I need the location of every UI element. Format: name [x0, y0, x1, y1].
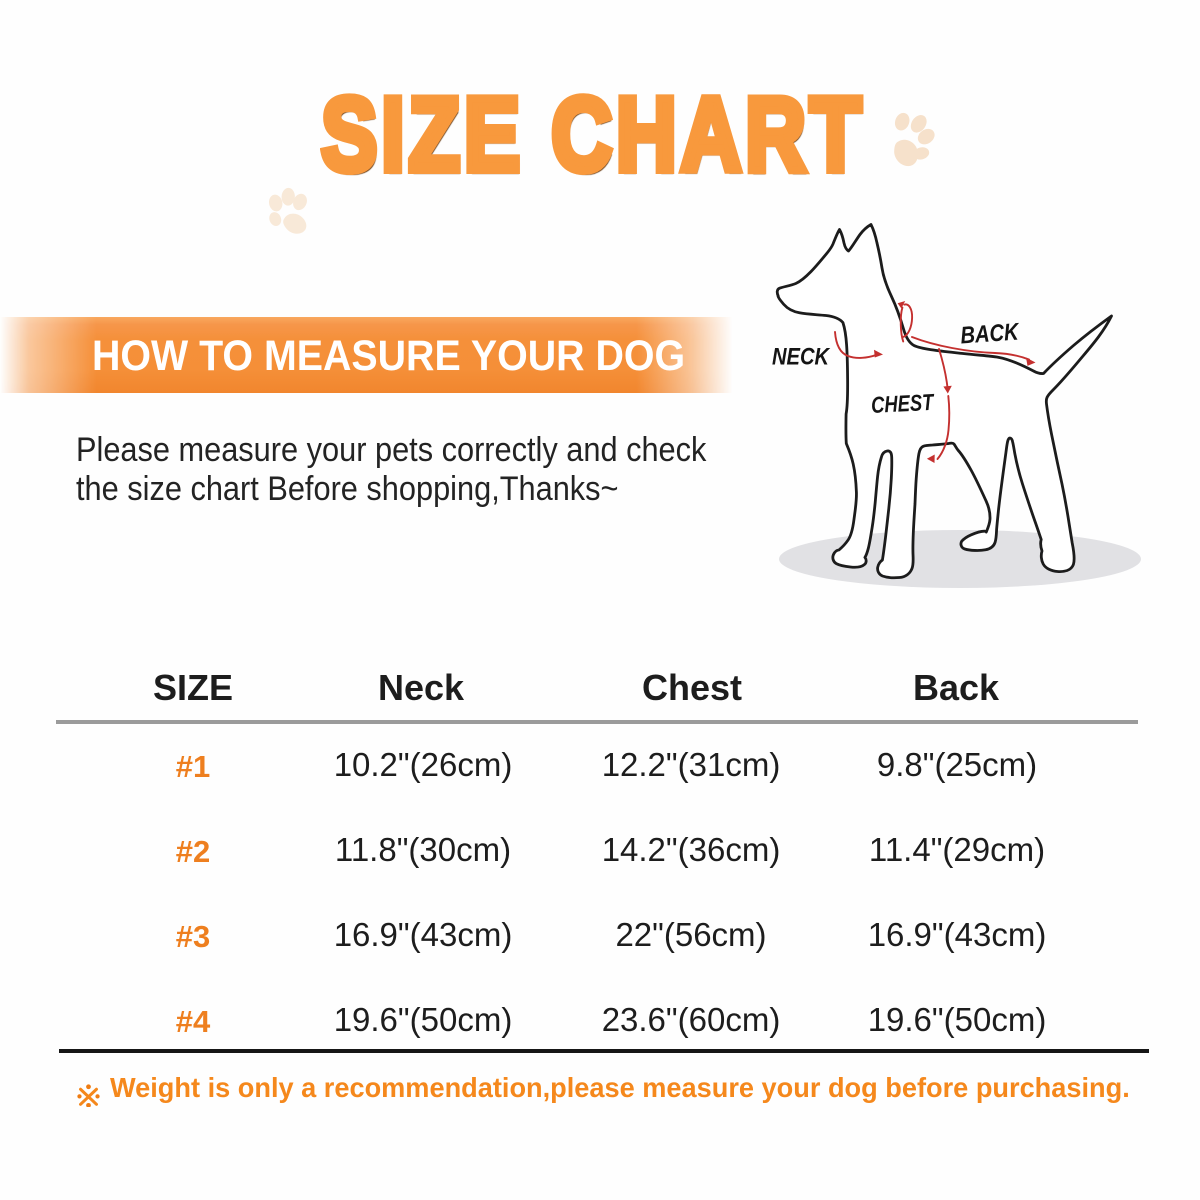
- svg-text:BACK: BACK: [959, 318, 1021, 349]
- svg-text:NECK: NECK: [772, 343, 831, 370]
- svg-text:CHEST: CHEST: [870, 390, 936, 419]
